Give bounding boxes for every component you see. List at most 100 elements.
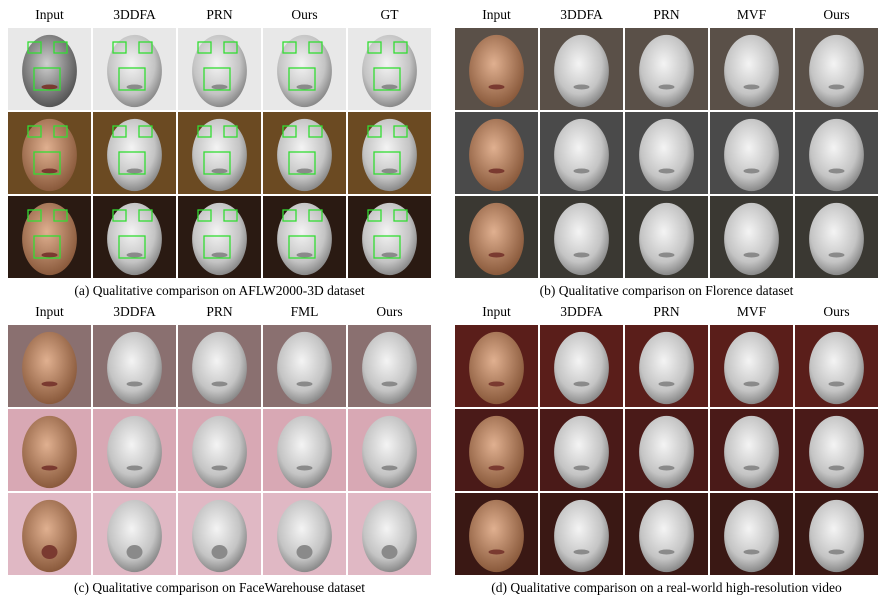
face [809, 203, 864, 275]
mouth [42, 253, 58, 258]
caption: (d) Qualitative comparison on a real-wor… [491, 580, 842, 595]
mouth [744, 382, 760, 387]
column-header: MVF [737, 7, 767, 22]
mouth [574, 550, 590, 555]
face [192, 203, 247, 275]
face [277, 332, 332, 404]
face [22, 35, 77, 107]
mouth [659, 382, 675, 387]
face [22, 119, 77, 191]
face [554, 332, 609, 404]
face [107, 119, 162, 191]
face [277, 416, 332, 488]
mouth [659, 169, 675, 174]
mouth [574, 85, 590, 90]
face [724, 203, 779, 275]
mouth [829, 253, 845, 258]
mouth [297, 85, 313, 90]
column-header: 3DDFA [560, 7, 603, 22]
face [192, 119, 247, 191]
face [724, 35, 779, 107]
face [107, 35, 162, 107]
mouth [744, 253, 760, 258]
column-header: Input [35, 304, 64, 319]
mouth [382, 382, 398, 387]
mouth [42, 382, 58, 387]
mouth [574, 253, 590, 258]
mouth [489, 466, 505, 471]
mouth [829, 85, 845, 90]
mouth [829, 466, 845, 471]
face [639, 500, 694, 572]
face [22, 203, 77, 275]
face [362, 416, 417, 488]
mouth [297, 253, 313, 258]
column-header: Input [482, 7, 511, 22]
face [22, 500, 77, 572]
face [362, 203, 417, 275]
face [192, 35, 247, 107]
face [469, 332, 524, 404]
mouth [127, 382, 143, 387]
face [469, 500, 524, 572]
face [639, 332, 694, 404]
face [277, 203, 332, 275]
figure: Input 3DDFA PRN Ours GT (a) Qualitative compa… [0, 0, 879, 597]
column-header: Ours [823, 304, 849, 319]
mouth [42, 466, 58, 471]
face [639, 416, 694, 488]
mouth [42, 169, 58, 174]
mouth [829, 550, 845, 555]
face [362, 332, 417, 404]
face [639, 35, 694, 107]
face [639, 203, 694, 275]
mouth [212, 85, 228, 90]
mouth [297, 382, 313, 387]
face [809, 35, 864, 107]
face [724, 332, 779, 404]
mouth [574, 382, 590, 387]
mouth [829, 169, 845, 174]
mouth [829, 382, 845, 387]
face [469, 203, 524, 275]
face [554, 203, 609, 275]
face [809, 332, 864, 404]
caption: (c) Qualitative comparison on FaceWareho… [74, 580, 365, 595]
face [107, 500, 162, 572]
mouth [744, 466, 760, 471]
column-header: PRN [206, 304, 233, 319]
mouth [382, 545, 398, 559]
face [277, 500, 332, 572]
face [554, 500, 609, 572]
column-header: PRN [653, 304, 680, 319]
column-header: GT [381, 7, 400, 22]
mouth [382, 466, 398, 471]
face [809, 119, 864, 191]
column-header: PRN [206, 7, 233, 22]
mouth [127, 466, 143, 471]
mouth [212, 545, 228, 559]
column-header: 3DDFA [113, 7, 156, 22]
column-header: 3DDFA [560, 304, 603, 319]
mouth [574, 169, 590, 174]
mouth [127, 253, 143, 258]
face [192, 416, 247, 488]
mouth [42, 545, 58, 559]
face [362, 119, 417, 191]
mouth [212, 382, 228, 387]
face [362, 35, 417, 107]
face [107, 203, 162, 275]
mouth [127, 85, 143, 90]
mouth [489, 85, 505, 90]
face [724, 119, 779, 191]
mouth [659, 253, 675, 258]
mouth [489, 550, 505, 555]
mouth [42, 85, 58, 90]
column-header: PRN [653, 7, 680, 22]
caption: (a) Qualitative comparison on AFLW2000-3… [74, 283, 365, 298]
mouth [744, 85, 760, 90]
mouth [297, 466, 313, 471]
mouth [382, 253, 398, 258]
face [107, 332, 162, 404]
mouth [489, 382, 505, 387]
